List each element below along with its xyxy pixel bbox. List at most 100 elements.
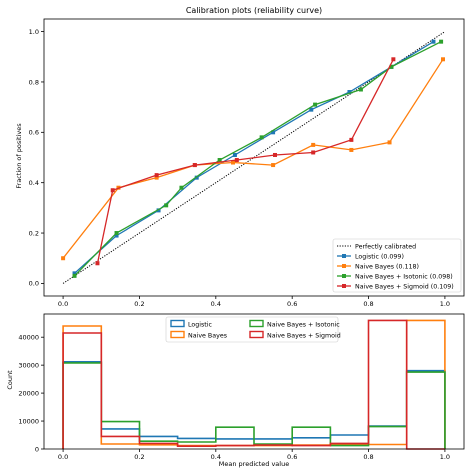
perfectly-calibrated-line — [62, 31, 446, 284]
data-point-naive-bayes-isotonic — [259, 135, 264, 140]
data-point-naive-bayes — [311, 142, 316, 147]
calibration-x-tick-label: 0.0 — [58, 300, 68, 308]
calibration-x-tick-label: 0.2 — [134, 300, 144, 308]
calibration-y-tick-label: 0.4 — [29, 179, 39, 187]
histogram-x-tick-label: 0.0 — [58, 453, 68, 461]
histogram-y-tick-label: 10000 — [18, 417, 39, 425]
data-point-logistic — [232, 152, 237, 157]
data-point-logistic — [309, 107, 314, 112]
data-point-naive-bayes — [271, 163, 276, 168]
legend-label-naive-bayes-isotonic: Naive Bayes + Isotonic (0.098) — [355, 274, 453, 281]
data-point-logistic — [431, 39, 436, 44]
histogram-legend-label-naive-bayes-isotonic: Naive Bayes + Isotonic — [267, 321, 340, 328]
series-line-naive-bayes — [62, 58, 444, 259]
data-point-naive-bayes-sigmoid — [110, 188, 115, 193]
data-point-logistic — [114, 233, 119, 238]
data-point-naive-bayes-isotonic — [313, 102, 318, 107]
data-point-naive-bayes-isotonic — [72, 273, 77, 278]
histogram-legend-swatch-naive-bayes-sigmoid — [249, 330, 264, 339]
data-point-naive-bayes-isotonic — [164, 203, 169, 208]
histogram-ticks: 0.0 0.2 0.4 0.6 0.8 1.0 0 10000 20000 30000 40000 — [18, 333, 450, 461]
histogram-plot: Count Mean predicted value 0.0 0.2 0.4 0.6 0… — [6, 313, 465, 468]
data-point-naive-bayes-sigmoid — [234, 158, 239, 163]
calibration-legend-box — [332, 238, 462, 293]
histogram-y-tick-label: 30000 — [18, 361, 39, 369]
histogram-legend-label-logistic: Logistic — [188, 321, 212, 328]
calibration-lines — [61, 31, 446, 284]
histogram-step-naive-bayes-sigmoid — [62, 319, 445, 450]
data-point-naive-bayes-isotonic — [358, 87, 363, 92]
data-point-naive-bayes-isotonic — [217, 158, 222, 163]
data-point-naive-bayes-sigmoid — [192, 163, 197, 168]
calibration-x-tick-label: 0.8 — [363, 300, 373, 308]
histogram-plot-frame — [43, 313, 465, 450]
legend-label-naive-bayes: Naive Bayes (0.118) — [355, 264, 419, 271]
data-point-logistic — [271, 130, 276, 135]
calibration-plot-frame — [43, 18, 465, 297]
calibration-y-axis-label: Fraction of positives — [15, 123, 23, 189]
calibration-x-tick-label: 1.0 — [440, 300, 450, 308]
data-point-logistic — [156, 208, 161, 213]
histogram-legend: Logistic Naive Bayes Naive Bayes + Isotoni… — [165, 316, 341, 343]
histogram-legend-label-naive-bayes: Naive Bayes — [188, 332, 227, 339]
histogram-x-axis-label: Mean predicted value — [219, 460, 289, 468]
data-point-naive-bayes-sigmoid — [391, 57, 396, 62]
histogram-y-axis-label: Count — [6, 370, 14, 390]
series-line-logistic — [74, 41, 434, 274]
legend-marker-naive-bayes — [342, 264, 346, 268]
data-point-naive-bayes-isotonic — [389, 64, 394, 69]
histogram-y-tick-label: 40000 — [18, 333, 39, 341]
calibration-x-tick-label: 0.4 — [211, 300, 221, 308]
histogram-legend-swatch-logistic — [170, 319, 185, 328]
histogram-legend-label-naive-bayes-sigmoid: Naive Bayes + Sigmoid — [267, 332, 341, 339]
histogram-y-tick-label: 20000 — [18, 389, 39, 397]
histogram-legend-swatch-naive-bayes — [170, 330, 185, 339]
calibration-y-tick-label: 0.6 — [29, 129, 39, 137]
data-point-naive-bayes — [231, 160, 235, 165]
histogram-x-tick-label: 0.8 — [363, 453, 373, 461]
histogram-legend-swatch-naive-bayes-isotonic — [249, 319, 264, 328]
calibration-legend: Perfectly calibrated Logistic (0.099) Nai… — [332, 238, 462, 293]
legend-marker-naive-bayes-isotonic — [342, 274, 346, 278]
data-point-naive-bayes-sigmoid — [273, 152, 277, 157]
legend-label-naive-bayes-sigmoid: Naive Bayes + Sigmoid (0.109) — [355, 284, 454, 291]
data-point-naive-bayes-sigmoid — [154, 173, 159, 178]
legend-marker-logistic — [342, 254, 346, 258]
data-point-naive-bayes-sigmoid — [311, 150, 316, 155]
data-point-naive-bayes — [154, 175, 159, 180]
calibration-plot: Calibration plots (reliability curve) Fr… — [15, 6, 465, 308]
data-point-naive-bayes-sigmoid — [349, 137, 354, 142]
data-point-naive-bayes — [349, 147, 354, 152]
data-point-naive-bayes — [61, 256, 66, 261]
data-point-logistic — [194, 175, 199, 180]
histogram-bars — [62, 319, 446, 450]
legend-marker-naive-bayes-sigmoid — [342, 284, 346, 288]
data-point-naive-bayes-isotonic — [439, 39, 444, 44]
calibration-x-tick-label: 0.6 — [287, 300, 297, 308]
calibration-y-tick-label: 1.0 — [29, 28, 39, 36]
histogram-x-tick-label: 0.6 — [287, 453, 297, 461]
data-point-naive-bayes-isotonic — [179, 185, 184, 190]
calibration-title: Calibration plots (reliability curve) — [186, 6, 322, 15]
data-point-naive-bayes-isotonic — [114, 231, 119, 236]
histogram-x-tick-label: 0.2 — [134, 453, 144, 461]
histogram-legend-box — [165, 316, 339, 343]
calibration-y-tick-label: 0.2 — [29, 229, 39, 237]
calibration-y-tick-label: 0.0 — [29, 280, 39, 288]
histogram-y-tick-label: 0 — [35, 445, 39, 453]
legend-label-perfectly-calibrated: Perfectly calibrated — [355, 244, 416, 251]
data-point-logistic — [347, 90, 352, 95]
data-point-naive-bayes — [387, 140, 392, 145]
data-point-naive-bayes — [441, 57, 445, 62]
series-line-naive-bayes-isotonic — [74, 41, 442, 277]
data-point-logistic — [72, 271, 77, 276]
calibration-ticks: 0.0 0.2 0.4 0.6 0.8 1.0 0.0 0.2 0.4 0.6 0.8 1.0 — [29, 28, 450, 308]
histogram-x-tick-label: 0.4 — [211, 453, 221, 461]
data-point-naive-bayes-sigmoid — [95, 261, 100, 266]
calibration-y-tick-label: 0.8 — [29, 78, 39, 86]
series-line-naive-bayes-sigmoid — [96, 58, 394, 264]
histogram-x-tick-label: 1.0 — [440, 453, 450, 461]
legend-label-logistic: Logistic (0.099) — [355, 254, 404, 261]
histogram-step-naive-bayes-isotonic — [62, 362, 446, 449]
